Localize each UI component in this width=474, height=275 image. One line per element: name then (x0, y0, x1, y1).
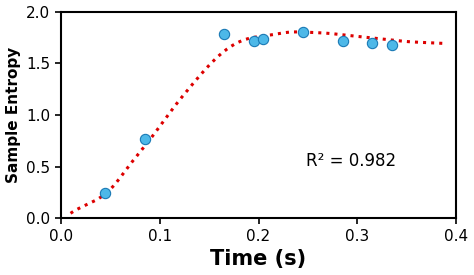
Text: R² = 0.982: R² = 0.982 (306, 152, 396, 169)
Point (388, 42, 396, 47)
Point (339, 38, 346, 43)
Point (368, 40, 376, 45)
Point (101, 190, 109, 195)
Y-axis label: Sample Entropy: Sample Entropy (6, 47, 20, 183)
Point (260, 37, 267, 42)
Point (141, 137, 148, 141)
X-axis label: Time (s): Time (s) (210, 249, 307, 270)
Point (299, 30, 307, 34)
Point (220, 32, 228, 37)
Point (250, 38, 257, 43)
